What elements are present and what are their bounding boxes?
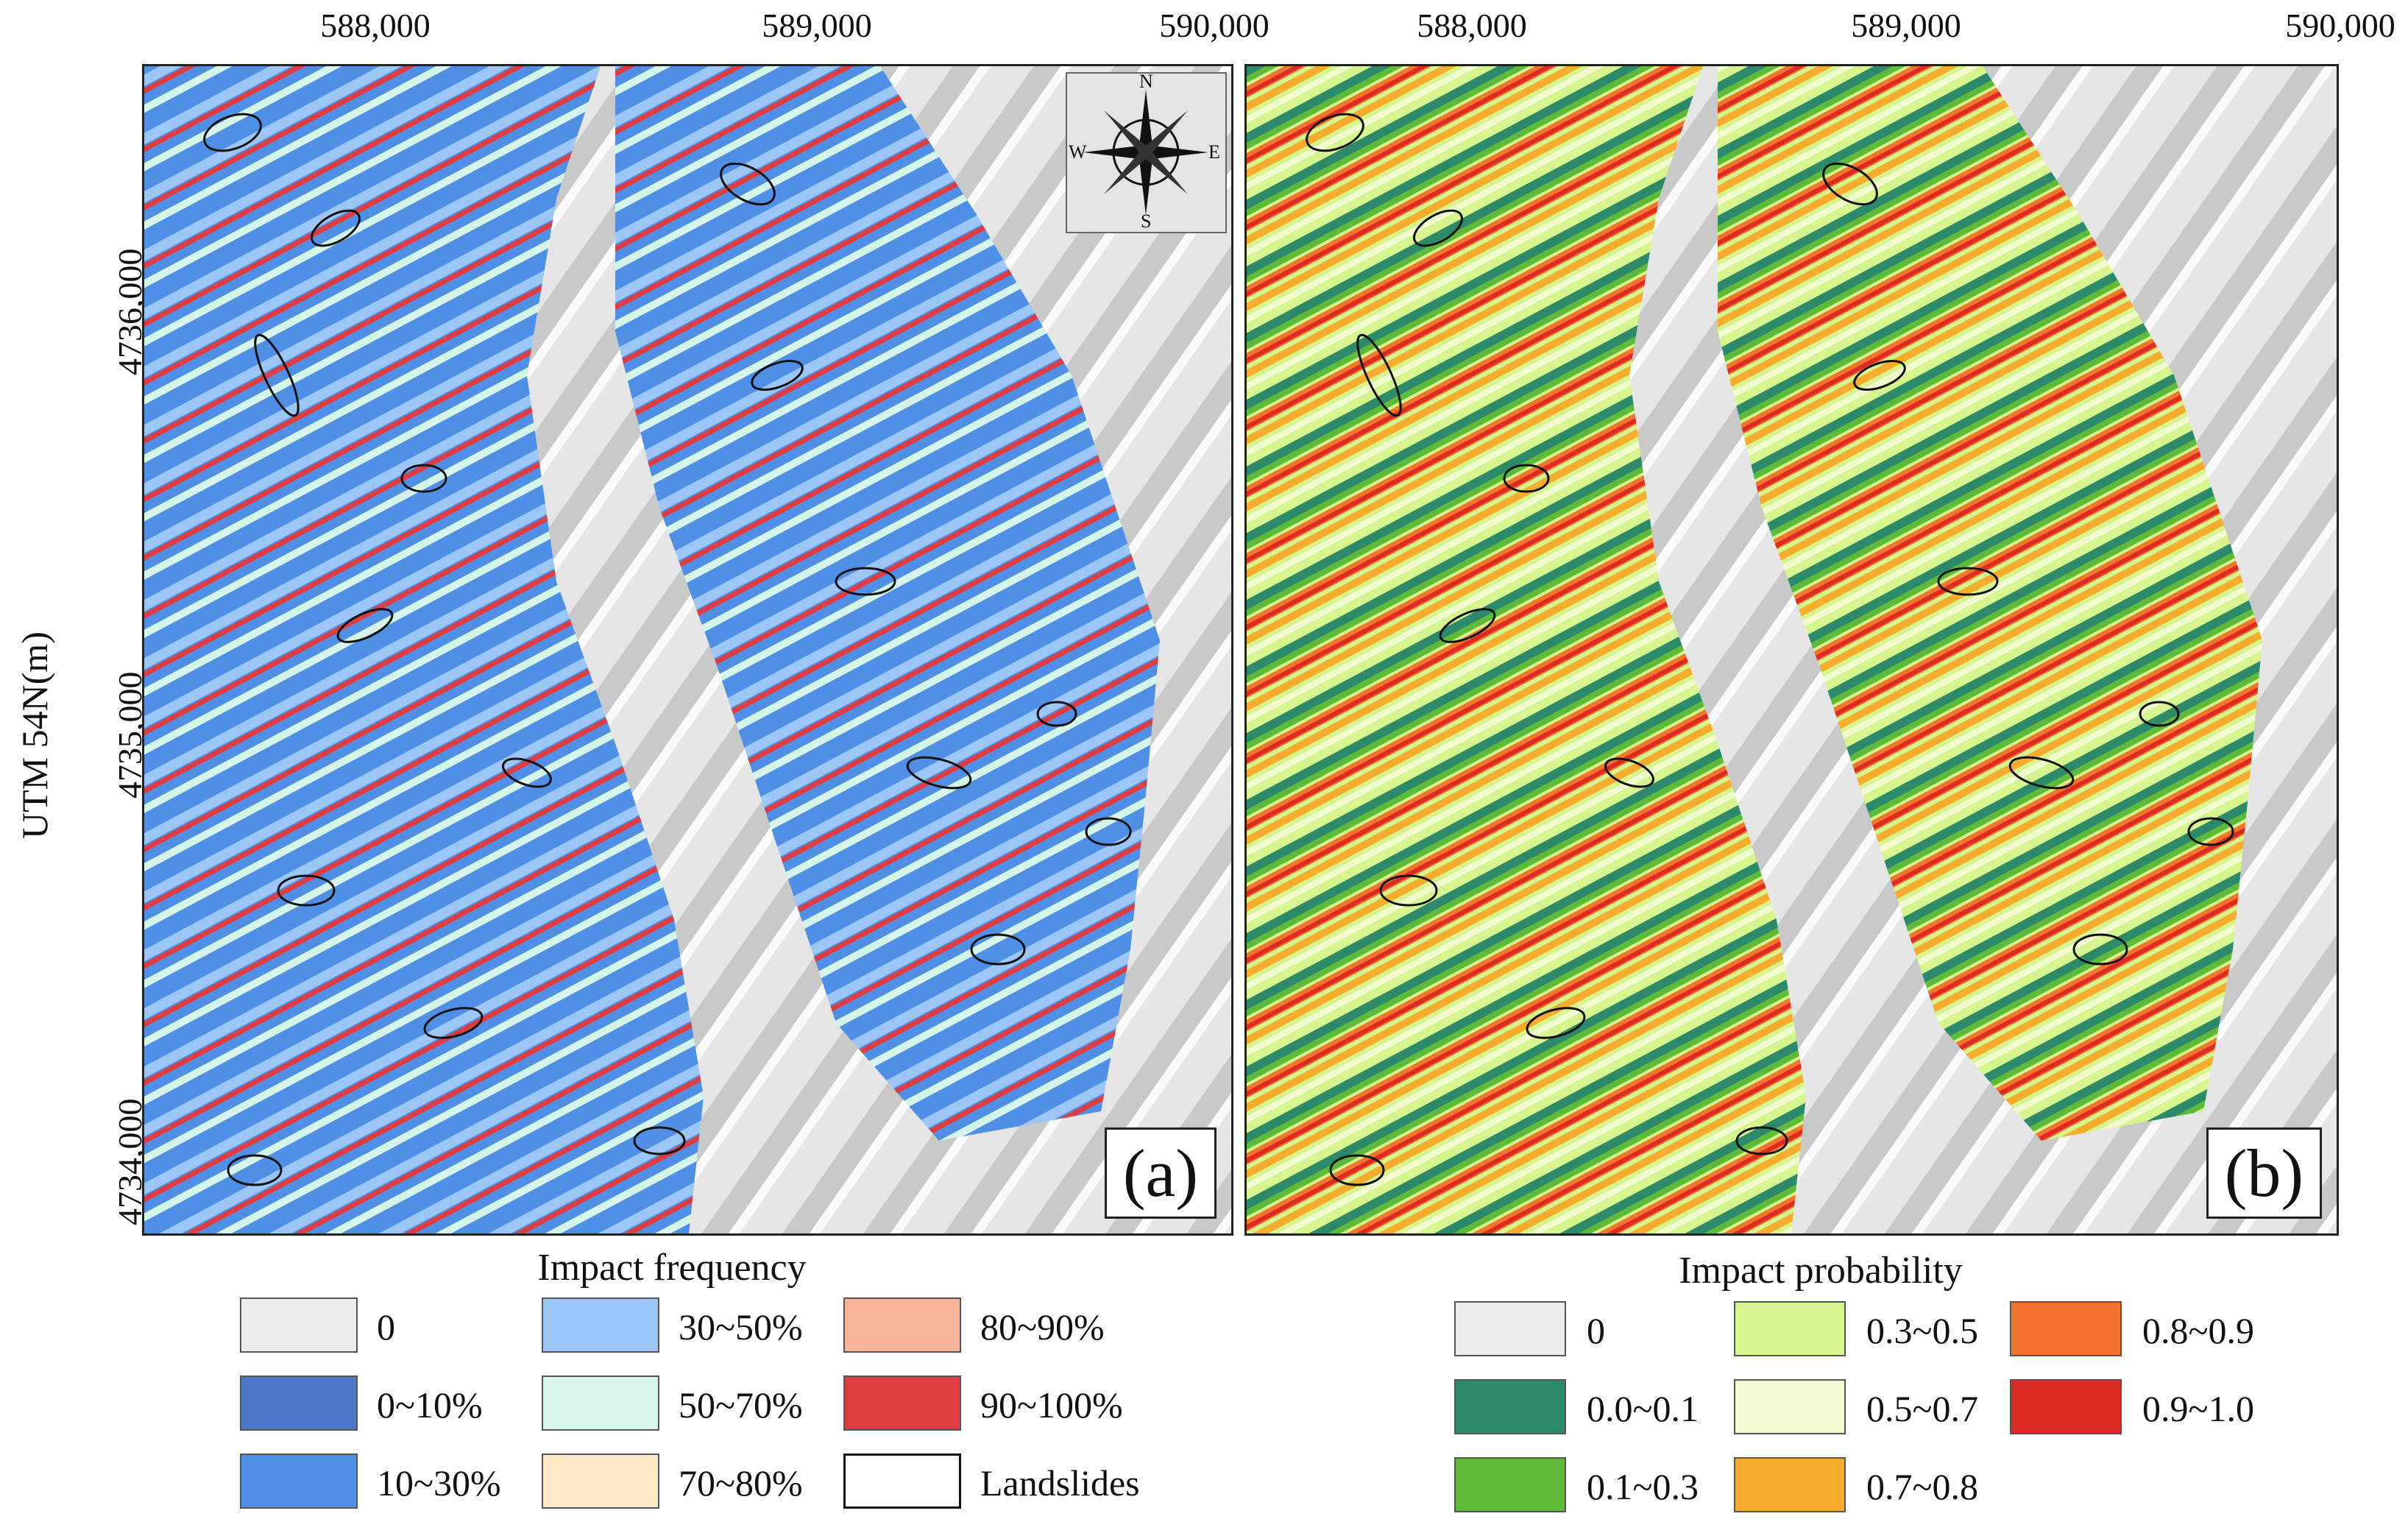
legend-frequency-label-5: 70~80%	[679, 1462, 803, 1504]
legend-probability-label-4: 0.5~0.7	[1866, 1388, 1979, 1429]
legend-frequency-label-7: 90~100%	[980, 1384, 1123, 1426]
legend-frequency-label-6: 80~90%	[980, 1306, 1105, 1348]
legend-probability-label-5: 0.7~0.8	[1866, 1466, 1979, 1507]
compass-east: E	[1208, 141, 1220, 163]
x-tick-b-589000: 589,000	[1851, 7, 1961, 44]
legend-probability-swatch-2	[1454, 1457, 1566, 1512]
legend-probability-label-3: 0.3~0.5	[1866, 1310, 1979, 1351]
legend-probability-label-1: 0.0~0.1	[1587, 1388, 1699, 1429]
x-tick-a-589000: 589,000	[762, 7, 872, 44]
impact-frequency-map	[144, 66, 1231, 1233]
legend-frequency-label-3: 30~50%	[679, 1306, 803, 1348]
legend-frequency-swatch-8	[843, 1454, 961, 1509]
legend-probability-swatch-1	[1454, 1379, 1566, 1434]
legend-probability-swatch-0	[1454, 1301, 1566, 1356]
y-axis-label: UTM 54N(m)	[14, 631, 55, 839]
x-tick-b-590000: 590,000	[2285, 7, 2395, 44]
legend-frequency-swatch-0	[240, 1297, 358, 1353]
map-panel-b: (b)	[1244, 64, 2339, 1236]
legend-frequency-swatch-6	[843, 1297, 961, 1353]
legend-probability-label-7: 0.9~1.0	[2142, 1388, 2255, 1429]
legend-probability-label-2: 0.1~0.3	[1587, 1466, 1699, 1507]
panel-label-a: (a)	[1104, 1127, 1217, 1219]
compass-star-icon	[1083, 90, 1208, 215]
legend-frequency-title: Impact frequency	[537, 1247, 807, 1289]
legend-frequency-label-1: 0~10%	[377, 1384, 483, 1426]
legend-frequency-swatch-7	[843, 1375, 961, 1431]
legend-frequency-swatch-5	[542, 1454, 659, 1509]
map-panel-a: N S E W (a)	[142, 64, 1233, 1236]
legend-frequency-swatch-1	[240, 1375, 358, 1431]
x-tick-a-588000: 588,000	[320, 7, 431, 44]
legend-frequency-label-8: Landslides	[980, 1462, 1140, 1504]
legend-probability-label-0: 0	[1587, 1310, 1605, 1351]
impact-probability-map	[1247, 66, 2337, 1233]
legend-probability-swatch-5	[1734, 1457, 1846, 1512]
panel-label-b: (b)	[2206, 1127, 2322, 1219]
compass-north: N	[1139, 71, 1153, 92]
legend-probability-label-6: 0.8~0.9	[2142, 1310, 2255, 1351]
legend-probability-swatch-4	[1734, 1379, 1846, 1434]
legend-probability-swatch-7	[2010, 1379, 2122, 1434]
compass-south: S	[1141, 210, 1152, 232]
legend-probability-swatch-6	[2010, 1301, 2122, 1356]
legend-frequency-swatch-4	[542, 1375, 659, 1431]
x-tick-b-588000: 588,000	[1417, 7, 1527, 44]
legend-frequency-label-2: 10~30%	[377, 1462, 501, 1504]
compass-west: W	[1069, 141, 1087, 163]
legend-frequency-swatch-3	[542, 1297, 659, 1353]
compass-rose: N S E W	[1066, 71, 1227, 233]
legend-frequency-label-4: 50~70%	[679, 1384, 803, 1426]
legend-frequency-swatch-2	[240, 1454, 358, 1509]
x-tick-a-590000: 590,000	[1159, 7, 1269, 44]
legend-probability-title: Impact probability	[1679, 1250, 1963, 1292]
legend-frequency-label-0: 0	[377, 1306, 395, 1348]
legend-probability-swatch-3	[1734, 1301, 1846, 1356]
